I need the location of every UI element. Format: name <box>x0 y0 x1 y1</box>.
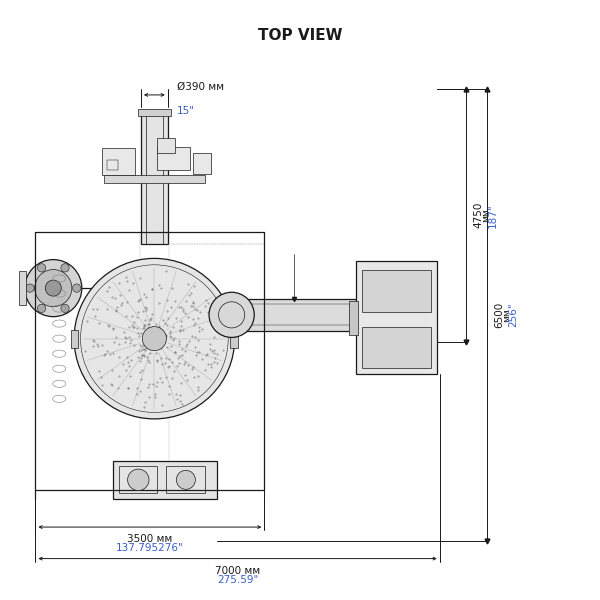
Bar <box>103 277 124 299</box>
Circle shape <box>128 469 149 491</box>
Text: 275.59": 275.59" <box>217 575 258 584</box>
Bar <box>113 461 217 499</box>
Text: 4750: 4750 <box>473 202 484 229</box>
Bar <box>107 160 118 170</box>
Circle shape <box>209 292 254 337</box>
Bar <box>119 466 157 493</box>
Circle shape <box>37 263 46 272</box>
Bar <box>230 296 238 334</box>
Circle shape <box>26 284 34 292</box>
Bar <box>141 110 168 244</box>
Text: 137.795276": 137.795276" <box>116 543 184 553</box>
Text: 6500: 6500 <box>494 302 505 328</box>
Text: TOP VIEW: TOP VIEW <box>258 28 342 43</box>
Circle shape <box>176 470 196 490</box>
Bar <box>193 153 211 174</box>
Bar <box>166 466 205 493</box>
Bar <box>102 148 135 175</box>
Bar <box>356 262 437 374</box>
Circle shape <box>61 263 69 272</box>
Text: 3500 мм: 3500 мм <box>127 534 173 544</box>
Bar <box>157 148 190 170</box>
Text: мм: мм <box>481 208 490 222</box>
Bar <box>104 175 205 184</box>
Circle shape <box>61 304 69 313</box>
Text: мм: мм <box>502 308 511 322</box>
Circle shape <box>35 269 72 307</box>
Circle shape <box>46 280 61 296</box>
Text: Ø390 мм: Ø390 мм <box>176 82 224 92</box>
Bar <box>157 138 175 152</box>
Text: 187": 187" <box>488 203 498 227</box>
Text: 256": 256" <box>509 302 518 327</box>
Circle shape <box>142 326 166 350</box>
Bar <box>138 109 171 116</box>
Bar <box>71 330 78 347</box>
Text: 7000 мм: 7000 мм <box>215 566 260 576</box>
Bar <box>362 326 431 368</box>
Bar <box>349 301 358 335</box>
Circle shape <box>37 304 46 313</box>
Circle shape <box>74 259 235 419</box>
Bar <box>19 271 26 305</box>
Circle shape <box>25 260 82 317</box>
Circle shape <box>73 284 81 292</box>
Bar <box>362 271 431 312</box>
Bar <box>140 232 169 490</box>
Bar <box>235 299 356 331</box>
Text: 15": 15" <box>176 106 194 116</box>
Bar <box>230 330 238 347</box>
